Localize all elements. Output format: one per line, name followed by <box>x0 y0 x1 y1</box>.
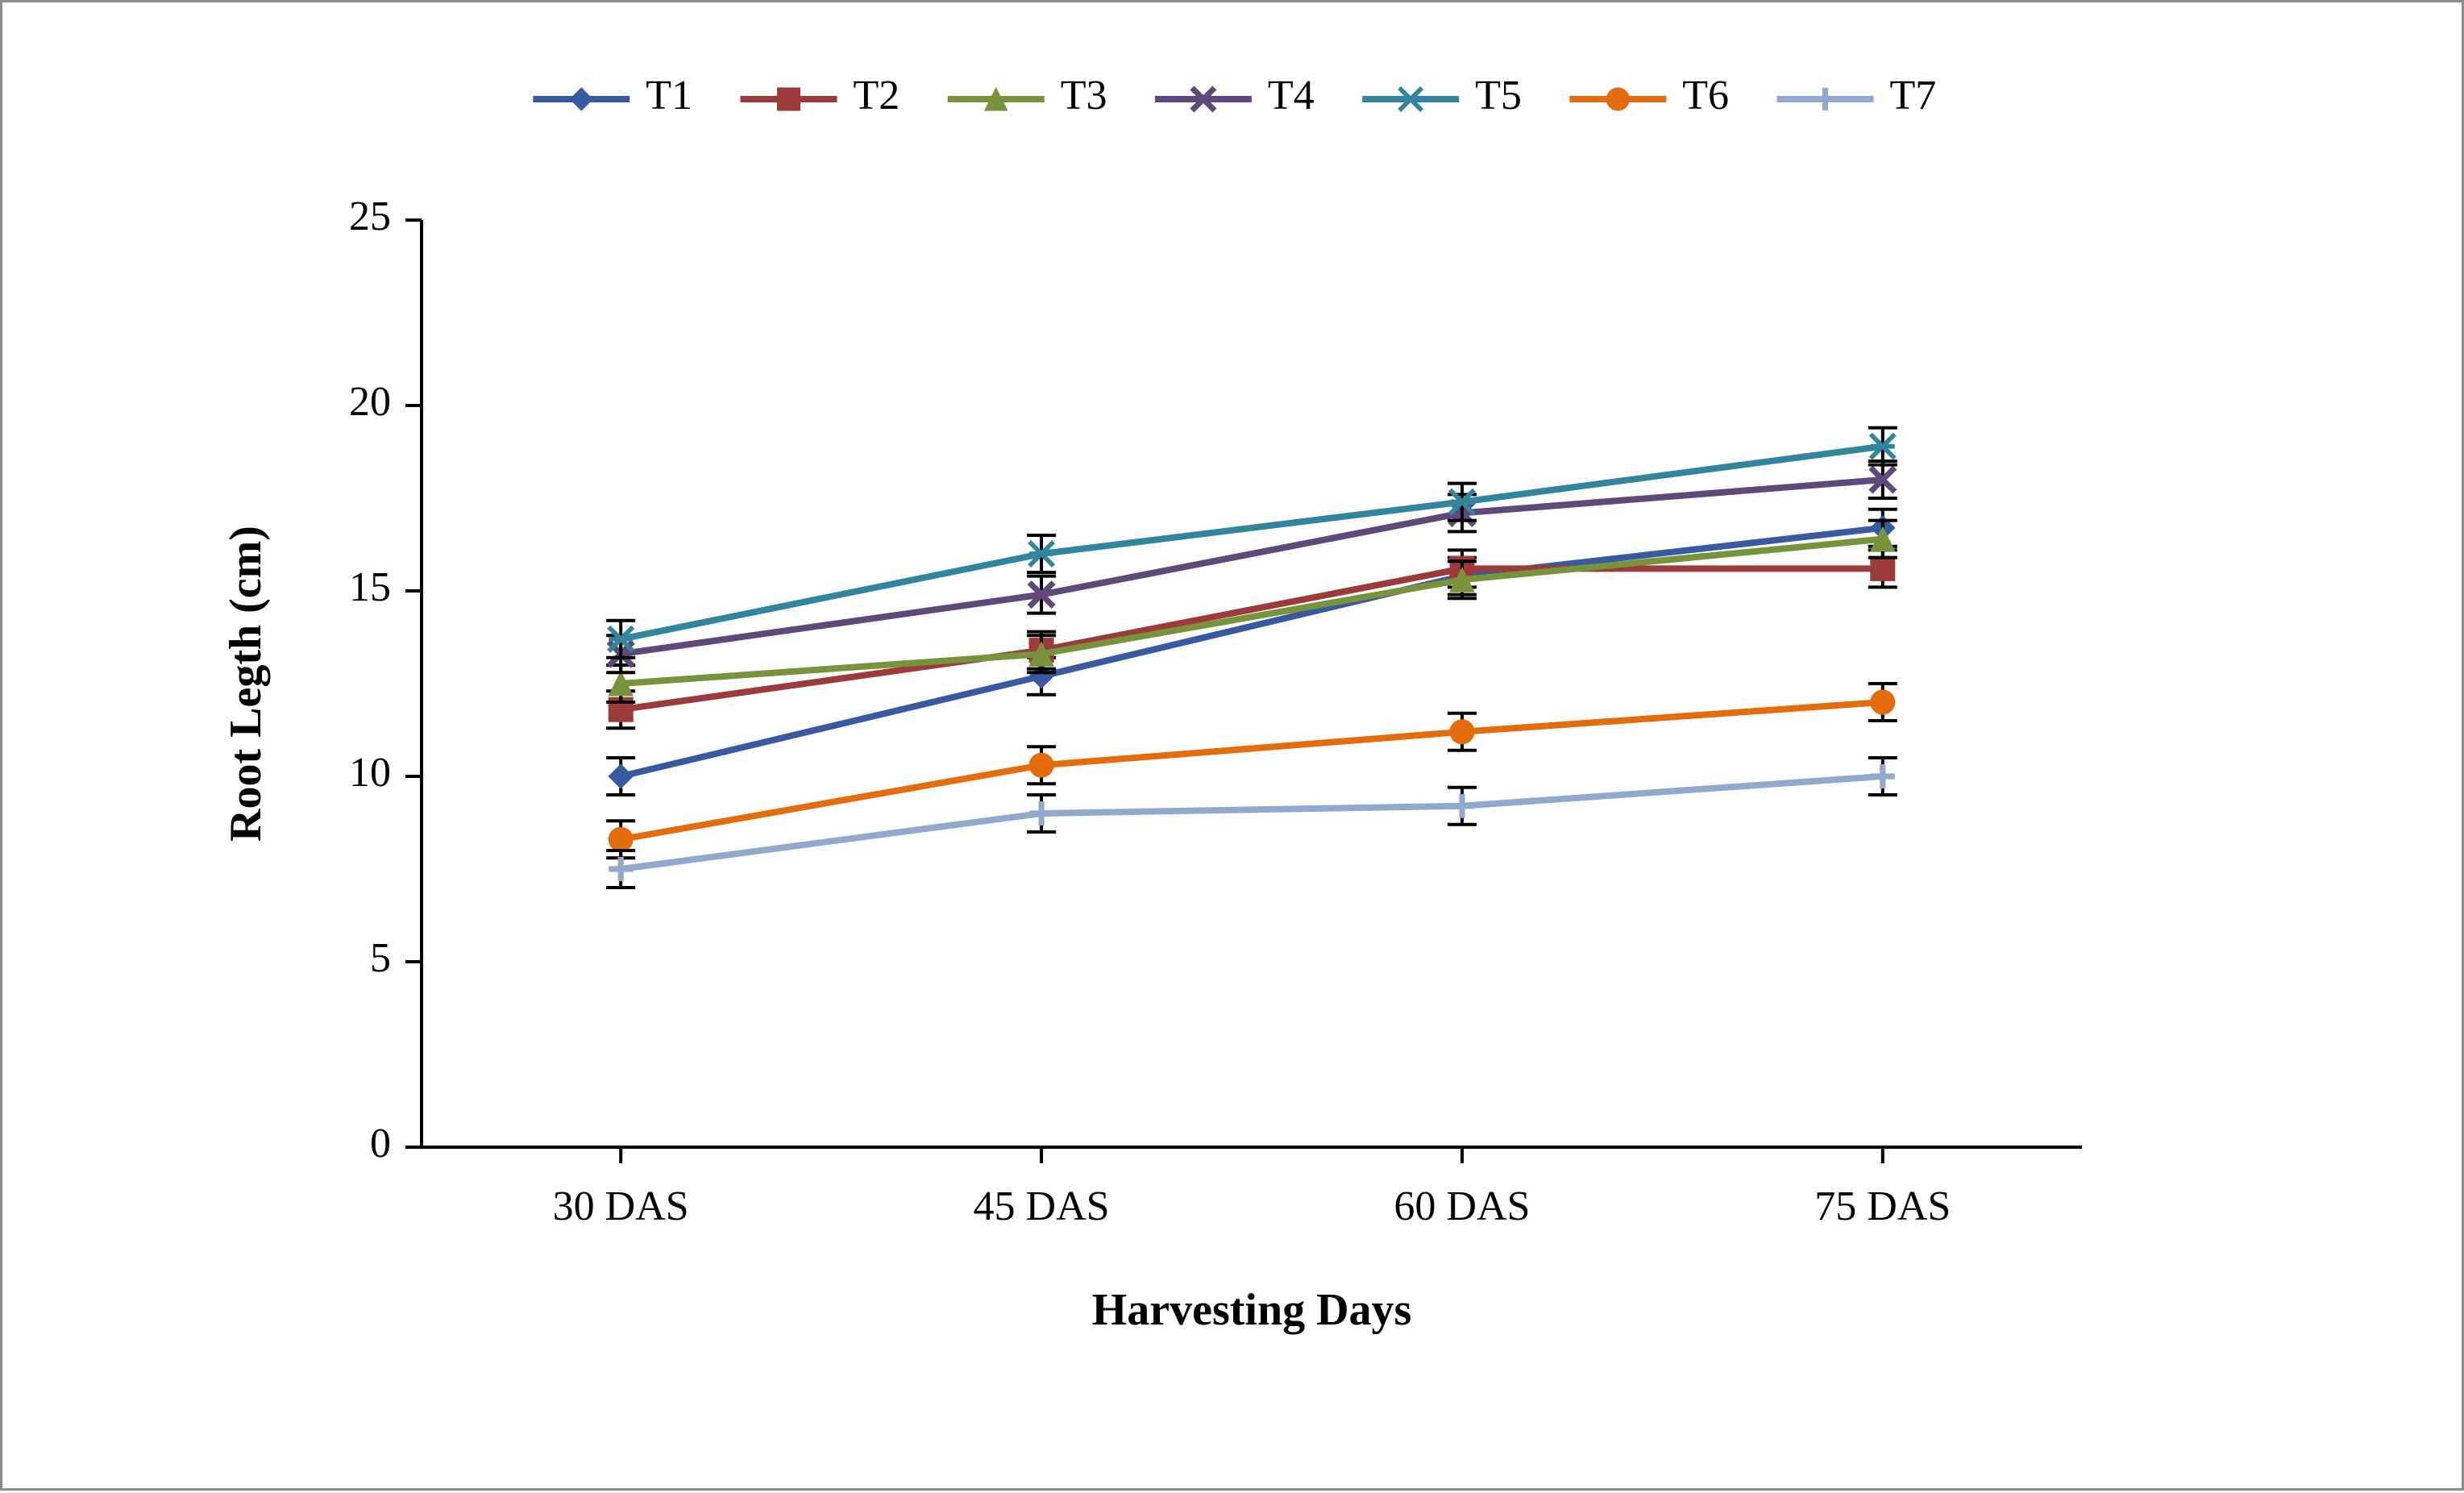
series-T7 <box>606 758 1897 888</box>
legend-item-T6: T6 <box>1569 73 1729 119</box>
chart-container: 0 5 10 15 20 25 30 DAS 45 DAS 60 DAS 75 DAS Root L… <box>0 0 2464 1491</box>
x-tick-label: 45 DAS <box>974 1183 1110 1229</box>
marker <box>1029 801 1053 826</box>
legend-label: T4 <box>1268 73 1315 119</box>
y-tick-label: 20 <box>349 379 391 425</box>
marker <box>1871 690 1895 714</box>
x-tick-label: 30 DAS <box>553 1183 689 1229</box>
y-tick-label: 10 <box>349 750 391 796</box>
legend-marker <box>1399 88 1422 110</box>
y-tick-label: 0 <box>370 1121 391 1167</box>
series-line <box>621 702 1883 839</box>
marker <box>1871 764 1895 788</box>
marker <box>609 764 633 788</box>
legend-marker <box>1814 88 1837 110</box>
legend-item-T3: T3 <box>948 73 1107 119</box>
legend-marker <box>778 88 800 110</box>
legend-label: T3 <box>1061 73 1107 119</box>
series-T2 <box>606 550 1897 728</box>
x-axis-title: Harvesting Days <box>1092 1285 1412 1335</box>
marker <box>1450 720 1474 744</box>
legend-label: T6 <box>1682 73 1729 119</box>
marker <box>609 827 633 851</box>
series-group <box>606 428 1897 888</box>
series-line <box>621 528 1883 776</box>
marker <box>609 857 633 881</box>
legend-label: T7 <box>1890 73 1937 119</box>
x-tick-label: 60 DAS <box>1394 1183 1530 1229</box>
marker <box>1029 753 1053 777</box>
legend-label: T1 <box>646 73 692 119</box>
legend-item-T4: T4 <box>1155 73 1315 119</box>
x-tick-label: 75 DAS <box>1814 1183 1951 1229</box>
legend-marker <box>1606 88 1629 110</box>
y-axis-title: Root Legth (cm) <box>221 526 271 842</box>
legend-marker <box>570 88 592 110</box>
series-T6 <box>606 684 1897 858</box>
line-chart: 0 5 10 15 20 25 30 DAS 45 DAS 60 DAS 75 DAS Root L… <box>2 2 2464 1493</box>
y-tick-label: 15 <box>349 564 391 610</box>
legend-item-T5: T5 <box>1362 73 1522 119</box>
y-tick-label: 5 <box>370 935 391 981</box>
legend-item-T7: T7 <box>1777 73 1937 119</box>
legend-item-T1: T1 <box>533 73 692 119</box>
marker <box>1871 556 1895 580</box>
marker <box>1450 794 1474 818</box>
legend-label: T5 <box>1475 73 1522 119</box>
legend-item-T2: T2 <box>741 73 900 119</box>
series-line <box>621 568 1883 709</box>
series-line <box>621 776 1883 869</box>
legend-label: T2 <box>854 73 900 119</box>
y-tick-label: 25 <box>349 193 391 239</box>
legend: T1 T2 T3 T4 T5 T6 T7 <box>533 73 1936 119</box>
